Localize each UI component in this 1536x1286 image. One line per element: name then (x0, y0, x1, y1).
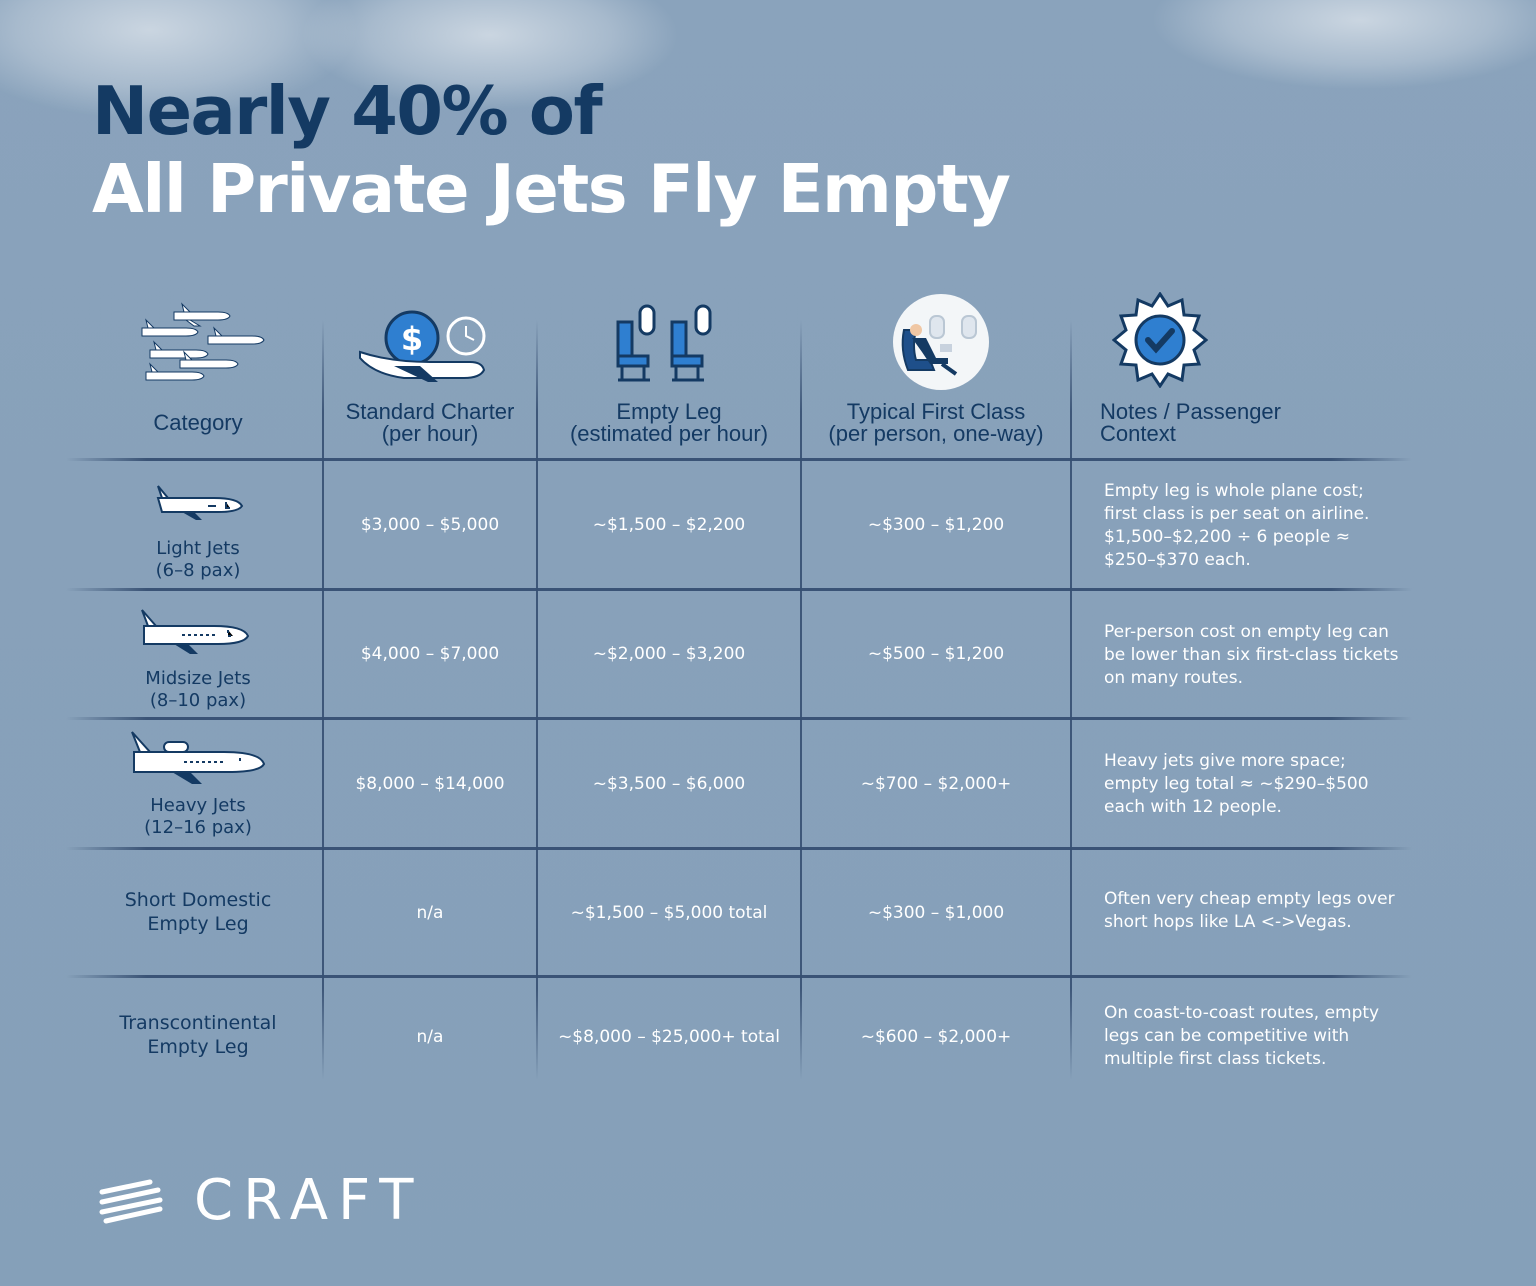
charter-cost-icon: $ (359, 310, 486, 382)
column-divider (536, 320, 538, 1080)
row-divider (66, 975, 1412, 978)
note-line: $250–$370 each. (1104, 550, 1251, 570)
header-notes-line2: Context (1100, 421, 1176, 446)
row-divider (66, 458, 1412, 461)
note-line: On coast-to-coast routes, empty (1104, 1003, 1380, 1023)
row-divider (66, 717, 1412, 720)
empty-seats-icon (616, 304, 712, 382)
short-domestic-first-class: ~$300 – $1,000 (867, 902, 1005, 923)
svg-text:$: $ (401, 320, 423, 358)
category-transcontinental: Transcontinental Empty Leg (100, 1011, 296, 1059)
heavy-jets-standard-charter: $8,000 – $14,000 (355, 773, 505, 794)
light-jets-empty-leg: ~$1,500 – $2,200 (592, 514, 746, 535)
note-line: Empty leg is whole plane cost; (1104, 481, 1364, 501)
light-jet-icon (156, 485, 244, 520)
note-line: each with 12 people. (1104, 797, 1282, 817)
category-midsize-jets: Midsize Jets (8–10 pax) (100, 668, 296, 712)
note-line: be lower than six first-class tickets (1104, 645, 1399, 665)
category-light-jets-line1: Light Jets (156, 538, 240, 559)
light-jets-first-class: ~$300 – $1,200 (867, 514, 1005, 535)
category-short-domestic-line2: Empty Leg (147, 913, 249, 935)
first-class-passenger-icon (893, 294, 989, 390)
note-line: Heavy jets give more space; (1104, 751, 1346, 771)
craft-logo: CRAFT (98, 1168, 423, 1233)
midsize-jets-notes: Per-person cost on empty leg can be lowe… (1104, 621, 1414, 690)
note-line: first class is per seat on airline. (1104, 504, 1370, 524)
header-first-class: Typical First Class (per person, one-way… (802, 401, 1070, 445)
category-midsize-jets-line2: (8–10 pax) (149, 690, 247, 711)
row-divider (66, 847, 1412, 850)
verified-badge-icon (1112, 292, 1208, 388)
category-heavy-jets-line1: Heavy Jets (150, 795, 246, 816)
header-empty-leg-line1: Empty Leg (616, 399, 722, 424)
note-line: short hops like LA <->Vegas. (1104, 912, 1352, 932)
category-heavy-jets-line2: (12–16 pax) (144, 817, 252, 838)
category-short-domestic-line1: Short Domestic (124, 889, 272, 911)
page-title: Nearly 40% of All Private Jets Fly Empty (92, 72, 1011, 228)
header-category: Category (153, 410, 243, 435)
note-line: multiple first class tickets. (1104, 1049, 1327, 1069)
column-divider (1070, 320, 1072, 1080)
note-line: Often very cheap empty legs over (1104, 889, 1395, 909)
note-line: empty leg total ≈ ~$290–$500 (1104, 774, 1369, 794)
craft-logo-mark-icon (99, 1179, 163, 1223)
category-transcontinental-line2: Empty Leg (147, 1036, 249, 1058)
midsize-jets-first-class: ~$500 – $1,200 (867, 644, 1005, 664)
craft-logo-word: CRAFT (194, 1168, 424, 1233)
note-line: $1,500–$2,200 ÷ 6 people ≈ (1104, 527, 1351, 547)
jet-fleet-icon (141, 302, 265, 381)
header-empty-leg: Empty Leg (estimated per hour) (538, 401, 800, 445)
midsize-jet-icon (141, 609, 250, 654)
category-transcontinental-line1: Transcontinental (119, 1012, 277, 1034)
title-line-1: Nearly 40% of (92, 72, 603, 150)
header-empty-leg-line2: (estimated per hour) (569, 421, 769, 446)
midsize-jets-empty-leg: ~$2,000 – $3,200 (592, 644, 746, 664)
title-line-2: All Private Jets Fly Empty (92, 150, 1011, 228)
column-divider (800, 320, 802, 1080)
heavy-jet-icon (131, 731, 266, 784)
header-notes: Notes / Passenger Context (1100, 401, 1400, 445)
category-midsize-jets-line1: Midsize Jets (145, 668, 251, 689)
category-light-jets: Light Jets (6–8 pax) (100, 538, 296, 582)
heavy-jets-notes: Heavy jets give more space; empty leg to… (1104, 750, 1414, 819)
note-line: on many routes. (1104, 668, 1243, 688)
header-standard-charter: Standard Charter (per hour) (324, 401, 536, 445)
category-heavy-jets: Heavy Jets (12–16 pax) (100, 795, 296, 839)
header-first-class-line2: (per person, one-way) (828, 421, 1044, 446)
note-line: Per-person cost on empty leg can (1104, 622, 1389, 642)
midsize-jets-standard-charter: $4,000 – $7,000 (360, 644, 500, 664)
category-light-jets-line2: (6–8 pax) (155, 560, 241, 581)
column-divider (322, 320, 324, 1080)
short-domestic-notes: Often very cheap empty legs over short h… (1104, 888, 1414, 934)
light-jets-notes: Empty leg is whole plane cost; first cla… (1104, 480, 1414, 572)
transcontinental-standard-charter: n/a (416, 1027, 444, 1047)
short-domestic-empty-leg: ~$1,500 – $5,000 total (570, 902, 768, 923)
note-line: legs can be competitive with (1104, 1026, 1350, 1046)
header-standard-charter-line1: Standard Charter (345, 399, 515, 424)
header-notes-line1: Notes / Passenger (1100, 399, 1281, 424)
category-short-domestic: Short Domestic Empty Leg (100, 888, 296, 936)
header-first-class-line1: Typical First Class (846, 399, 1026, 424)
transcontinental-notes: On coast-to-coast routes, empty legs can… (1104, 1002, 1414, 1071)
header-standard-charter-line2: (per hour) (381, 421, 479, 446)
short-domestic-standard-charter: n/a (416, 902, 444, 923)
row-divider (66, 588, 1412, 591)
transcontinental-first-class: ~$600 – $2,000+ (860, 1027, 1012, 1047)
transcontinental-empty-leg: ~$8,000 – $25,000+ total (558, 1027, 780, 1047)
light-jets-standard-charter: $3,000 – $5,000 (360, 514, 500, 535)
heavy-jets-first-class: ~$700 – $2,000+ (860, 773, 1012, 794)
heavy-jets-empty-leg: ~$3,500 – $6,000 (592, 773, 746, 794)
